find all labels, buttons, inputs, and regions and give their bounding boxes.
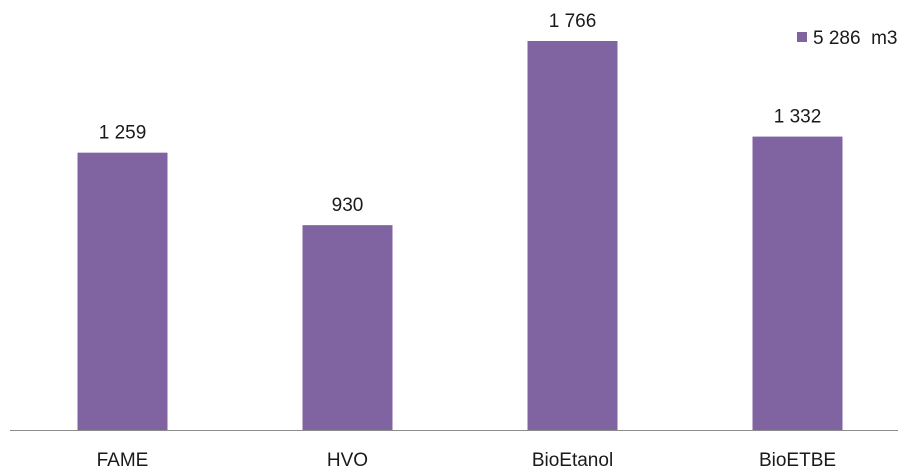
- data-label-fame: 1 259: [99, 123, 147, 144]
- value-labels-group: 1 259 930 1 766 1 332: [99, 11, 822, 216]
- x-tick-label-fame: FAME: [97, 450, 149, 470]
- bar-hvo: [302, 225, 393, 430]
- x-tick-label-bioetanol: BioEtanol: [532, 450, 613, 470]
- bar-fame: [77, 152, 168, 430]
- data-label-bioetbe: 1 332: [774, 107, 822, 128]
- x-axis-tick-labels: FAME HVO BioEtanol BioETBE: [97, 450, 836, 470]
- bars-group: [77, 41, 843, 430]
- legend-swatch: [797, 32, 807, 42]
- bar-bioetanol: [527, 41, 618, 430]
- legend: 5 286 m3: [797, 28, 898, 49]
- x-tick-label-bioetbe: BioETBE: [759, 450, 836, 470]
- data-label-bioetanol: 1 766: [549, 11, 597, 32]
- x-tick-label-hvo: HVO: [327, 450, 368, 470]
- bar-bioetbe: [752, 136, 843, 430]
- legend-label: 5 286 m3: [813, 28, 898, 49]
- data-label-hvo: 930: [332, 195, 364, 216]
